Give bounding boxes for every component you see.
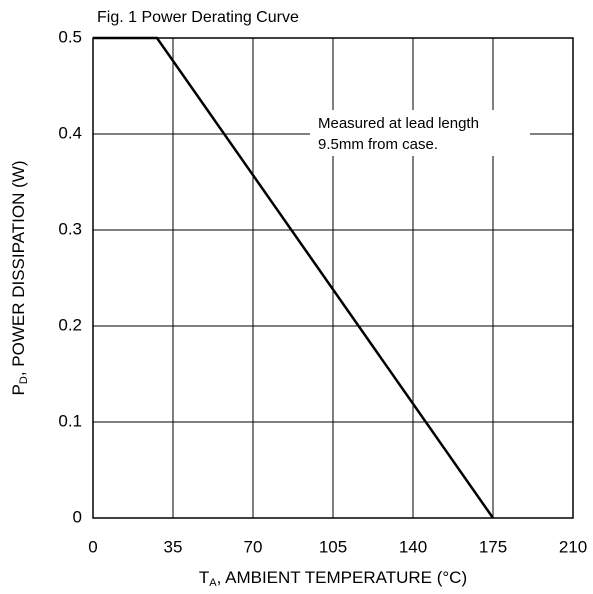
annotation: 9.5mm from case. [318, 136, 438, 153]
annotation-box [310, 110, 530, 156]
x-axis-label-subscript: A [209, 577, 217, 589]
y-axis-label-text: , POWER DISSIPATION (W) [9, 161, 28, 377]
x-axis-label-symbol: T [199, 568, 209, 587]
plot-frame [92, 37, 574, 519]
y-tick-label: 0.3 [58, 219, 82, 238]
y-axis-label-subscript: D [18, 376, 30, 384]
x-tick-label: 105 [319, 537, 347, 556]
x-tick-label: 35 [164, 537, 183, 556]
x-axis-label: TA, AMBIENT TEMPERATURE (°C) [199, 568, 467, 588]
line [93, 36, 495, 519]
x-tick-label: 210 [559, 537, 587, 556]
y-tick-label: 0.5 [58, 27, 82, 46]
x-axis-label-text: , AMBIENT TEMPERATURE (°C) [217, 568, 468, 587]
y-tick-label: 0.4 [58, 123, 82, 142]
y-tick-label: 0 [73, 507, 82, 526]
x-tick-label: 175 [479, 537, 507, 556]
y-axis-label: PD, POWER DISSIPATION (W) [9, 161, 29, 396]
x-tick-label: 70 [244, 537, 263, 556]
chart-title: Fig. 1 Power Derating Curve [97, 9, 299, 26]
marks [93, 36, 495, 519]
y-tick-label: 0.2 [58, 315, 82, 334]
x-tick-label: 140 [399, 537, 427, 556]
annotation: Measured at lead length [318, 115, 479, 132]
y-axis-label-symbol: P [9, 384, 28, 395]
y-tick-label: 0.1 [58, 411, 82, 430]
x-tick-label: 0 [88, 537, 97, 556]
